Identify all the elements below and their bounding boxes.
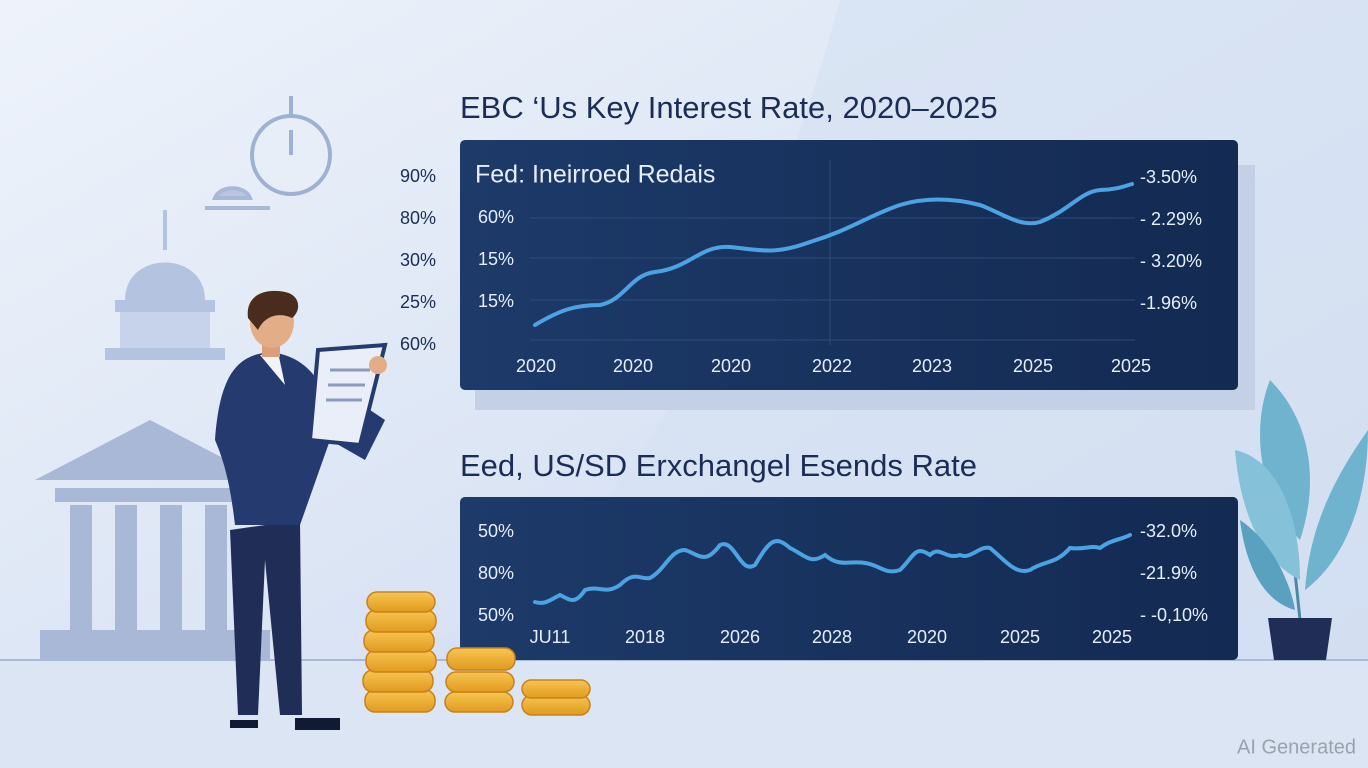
right-label: -32.0% xyxy=(1140,521,1197,541)
floor xyxy=(0,660,1368,768)
clock xyxy=(250,96,332,196)
coin xyxy=(366,591,436,613)
right-label: -21.9% xyxy=(1140,563,1197,583)
jacket xyxy=(215,352,385,525)
trend-line xyxy=(533,533,1132,605)
trousers xyxy=(230,520,302,715)
chart-labels: 90% 80% 30% 25% 60% 60% 15% 15% -3.50% - 2.29% - 3… xyxy=(400,166,1202,376)
right-label: - 3.20% xyxy=(1140,251,1202,271)
hand xyxy=(369,356,387,374)
inner-label: 15% xyxy=(478,291,514,311)
chart-labels: 50% 80% 50% -32.0% -21.9% - -0,10% JU11 2018 202… xyxy=(478,521,1208,647)
coin xyxy=(446,647,516,671)
entablature xyxy=(55,488,255,502)
watermark: AI Generated xyxy=(1237,736,1356,758)
pediment xyxy=(35,420,265,480)
x-label: 2025 xyxy=(1013,356,1053,376)
leaf xyxy=(1305,430,1368,590)
person xyxy=(215,290,388,730)
clipboard-lines xyxy=(326,368,370,402)
pot xyxy=(1268,618,1332,660)
left-label: 80% xyxy=(478,563,514,583)
x-label: 2020 xyxy=(907,627,947,647)
leaf xyxy=(1240,520,1295,610)
panel-label: Fed: Ineirroed Redais xyxy=(475,161,715,189)
chart-title: Eed, US/SD Erxchangel Esends Rate xyxy=(460,448,977,483)
capitol xyxy=(105,210,225,360)
left-label: 30% xyxy=(400,250,436,270)
coin xyxy=(444,691,514,713)
inner-label: 60% xyxy=(478,207,514,227)
column xyxy=(115,505,137,630)
coin xyxy=(445,671,515,693)
cornice xyxy=(115,300,215,312)
left-label: 80% xyxy=(400,208,436,228)
inner-label: 15% xyxy=(478,249,514,269)
x-label: 2023 xyxy=(912,356,952,376)
dome xyxy=(125,262,205,300)
x-label: 2025 xyxy=(1111,356,1151,376)
bank xyxy=(35,420,270,660)
spire xyxy=(163,210,167,250)
left-label: 50% xyxy=(478,521,514,541)
coin xyxy=(362,669,434,693)
left-label: 90% xyxy=(400,166,436,186)
panel-grid xyxy=(530,160,1135,345)
steps xyxy=(40,630,270,660)
column xyxy=(205,505,227,630)
x-label: 2022 xyxy=(812,356,852,376)
column xyxy=(160,505,182,630)
plant xyxy=(1235,380,1368,660)
x-label: 2018 xyxy=(625,627,665,647)
x-label: 2020 xyxy=(613,356,653,376)
chart-title: EBC ‘Us Key Interest Rate, 2020–2025 xyxy=(460,90,998,125)
coin xyxy=(521,679,591,699)
cloud xyxy=(205,186,270,210)
x-label: 2028 xyxy=(812,627,852,647)
x-label: 2020 xyxy=(711,356,751,376)
x-label: JU11 xyxy=(530,627,571,647)
leaf xyxy=(1235,450,1300,580)
coin xyxy=(363,629,435,653)
colonnade xyxy=(120,312,210,348)
x-label: 2025 xyxy=(1092,627,1132,647)
coin xyxy=(364,689,436,713)
trend-line xyxy=(533,182,1134,327)
collar xyxy=(260,352,285,385)
shoes xyxy=(230,718,340,730)
right-label: -1.96% xyxy=(1140,293,1197,313)
leaf xyxy=(1260,380,1310,540)
coin xyxy=(365,609,437,633)
left-label: 25% xyxy=(400,292,436,312)
coin xyxy=(365,649,437,673)
column xyxy=(70,505,92,630)
base xyxy=(105,348,225,360)
chart-panel xyxy=(460,497,1238,660)
right-label: -3.50% xyxy=(1140,167,1197,187)
chart-panel xyxy=(460,140,1238,390)
x-label: 2020 xyxy=(516,356,556,376)
left-label: 60% xyxy=(400,334,436,354)
coins xyxy=(362,591,591,716)
hair xyxy=(247,290,299,330)
left-label: 50% xyxy=(478,605,514,625)
right-label: - -0,10% xyxy=(1140,605,1208,625)
x-label: 2025 xyxy=(1000,627,1040,647)
x-label: 2026 xyxy=(720,627,760,647)
right-label: - 2.29% xyxy=(1140,209,1202,229)
